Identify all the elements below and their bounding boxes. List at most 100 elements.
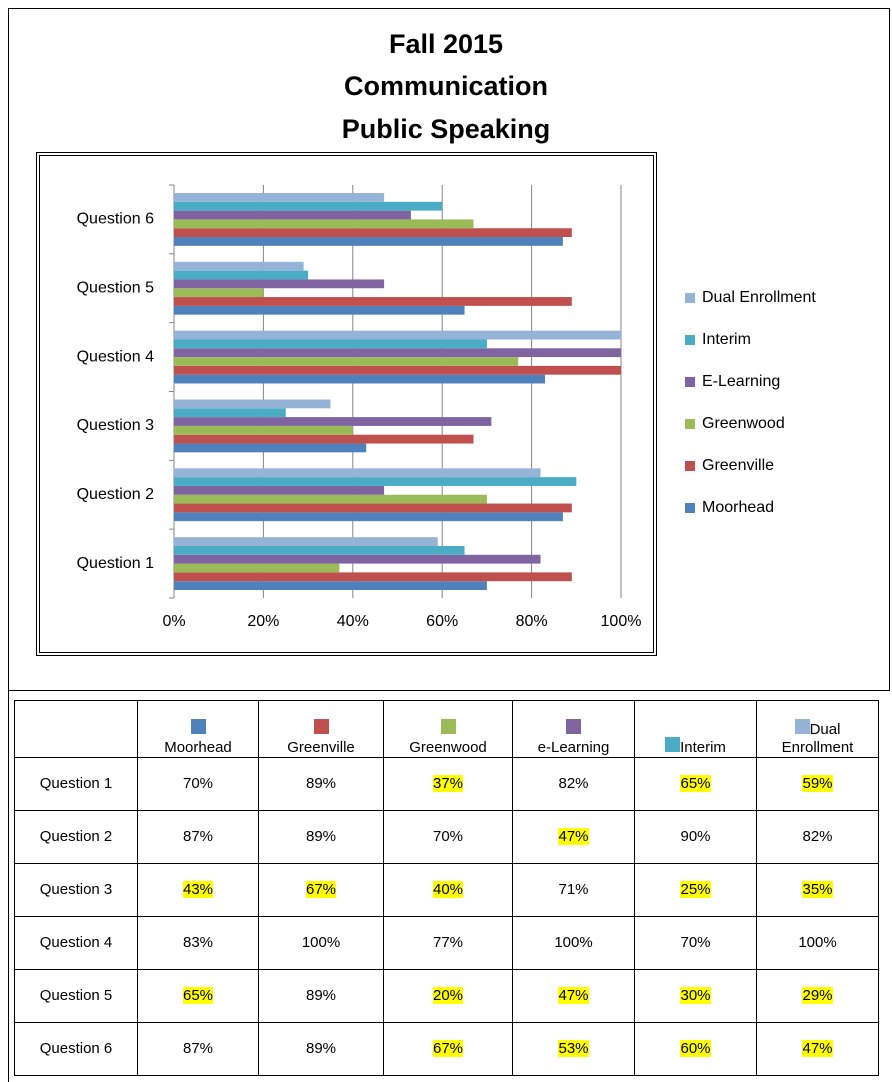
row-label: Question 4 — [14, 916, 138, 970]
bar — [174, 279, 385, 289]
x-tick-label: 0% — [162, 613, 185, 630]
cell-value: 82% — [802, 828, 833, 845]
legend-label: E-Learning — [702, 373, 780, 390]
table-cell: 82% — [756, 810, 879, 864]
bar — [174, 417, 492, 426]
bar — [174, 434, 474, 444]
cell-value: 59% — [802, 775, 833, 792]
header-cell: Dual Enrollment — [756, 700, 879, 758]
table-cell: 59% — [756, 757, 879, 811]
cell-value: 47% — [802, 1040, 833, 1057]
bar — [174, 193, 385, 202]
table-cell: 60% — [634, 1022, 757, 1076]
table-cell: 25% — [634, 863, 757, 917]
bar — [174, 348, 621, 358]
bar — [174, 554, 541, 564]
x-tick-label: 80% — [516, 613, 548, 630]
column-label: Greenwood — [409, 739, 487, 756]
table-cell: 30% — [634, 969, 757, 1023]
cell-value: 47% — [558, 987, 589, 1004]
cell-value: 43% — [182, 881, 214, 898]
legend-swatch — [685, 293, 695, 303]
table-cell: 35% — [756, 863, 879, 917]
cell-value: 77% — [432, 934, 464, 951]
cell-value: 100% — [301, 934, 341, 951]
table-cell: 77% — [383, 916, 513, 970]
bar — [174, 219, 474, 229]
bar — [174, 237, 563, 246]
table-cell: 67% — [258, 863, 384, 917]
cell-value: 83% — [182, 934, 214, 951]
column-label: Greenville — [287, 739, 355, 756]
title-line: Fall 2015 — [389, 29, 503, 59]
bar — [174, 365, 621, 375]
table-row: Question 6 87% 89% 67% 53% 60% 47% — [14, 1022, 879, 1076]
table-cell: 89% — [258, 1022, 384, 1076]
cell-value: 67% — [432, 1040, 464, 1057]
table-cell: 29% — [756, 969, 879, 1023]
legend-label: Greenville — [702, 457, 774, 474]
table-cell: 65% — [137, 969, 259, 1023]
corner-cell — [14, 700, 138, 758]
table-cell: 89% — [258, 757, 384, 811]
legend-swatch — [190, 719, 206, 734]
data-table: Moorhead Greenville Greenwood e-Learning Int… — [14, 700, 879, 1076]
column-label: Dual Enrollment — [781, 721, 854, 756]
cell-value: 89% — [305, 987, 337, 1004]
x-tick-label: 20% — [247, 613, 279, 630]
legend-label: Dual Enrollment — [702, 289, 816, 306]
header-cell: Interim — [634, 700, 757, 758]
bar — [174, 270, 309, 280]
bar — [174, 399, 331, 409]
table-cell: 71% — [512, 863, 635, 917]
column-label: Moorhead — [164, 739, 232, 756]
table-cell: 90% — [634, 810, 757, 864]
row-label: Question 5 — [14, 969, 138, 1023]
table-cell: 65% — [634, 757, 757, 811]
cell-value: 67% — [305, 881, 337, 898]
table-cell: 83% — [137, 916, 259, 970]
table-row: Question 3 43% 67% 40% 71% 25% 35% — [14, 863, 879, 917]
table-cell: 47% — [512, 810, 635, 864]
table-cell: 70% — [634, 916, 757, 970]
bar — [174, 201, 443, 211]
outer-border — [8, 8, 890, 691]
cell-value: 89% — [305, 1040, 337, 1057]
table-cell: 87% — [137, 810, 259, 864]
cell-value: 100% — [798, 934, 837, 951]
bar — [174, 425, 353, 435]
table-cell: 40% — [383, 863, 513, 917]
table-cell: 89% — [258, 810, 384, 864]
legend-swatch — [566, 719, 581, 734]
cell-value: 40% — [432, 881, 464, 898]
cell-value: 65% — [680, 775, 711, 792]
table-cell: 37% — [383, 757, 513, 811]
x-tick-label: 60% — [426, 613, 458, 630]
bar — [174, 297, 572, 306]
cell-value: 90% — [680, 828, 711, 845]
legend-swatch — [313, 719, 329, 734]
cell-value: 71% — [558, 881, 589, 898]
title-line: Public Speaking — [342, 114, 551, 144]
header-cell: e-Learning — [512, 700, 635, 758]
row-label: Question 6 — [14, 1022, 138, 1076]
bar — [174, 572, 572, 582]
bar — [174, 494, 487, 504]
x-tick-label: 40% — [337, 613, 369, 630]
table-cell: 100% — [756, 916, 879, 970]
legend-swatch — [685, 419, 695, 429]
header-cell: Greenville — [258, 700, 384, 758]
cell-value: 30% — [680, 987, 711, 1004]
bar — [174, 537, 438, 546]
header-cell: Greenwood — [383, 700, 513, 758]
y-tick-label: Question 4 — [77, 348, 154, 365]
legend-swatch — [685, 461, 695, 471]
bar — [174, 408, 286, 418]
legend-label: Greenwood — [702, 415, 785, 432]
bar — [174, 581, 487, 590]
cell-value: 60% — [680, 1040, 711, 1057]
table-cell: 43% — [137, 863, 259, 917]
cell-value: 87% — [182, 1040, 214, 1057]
cell-value: 89% — [305, 775, 337, 792]
